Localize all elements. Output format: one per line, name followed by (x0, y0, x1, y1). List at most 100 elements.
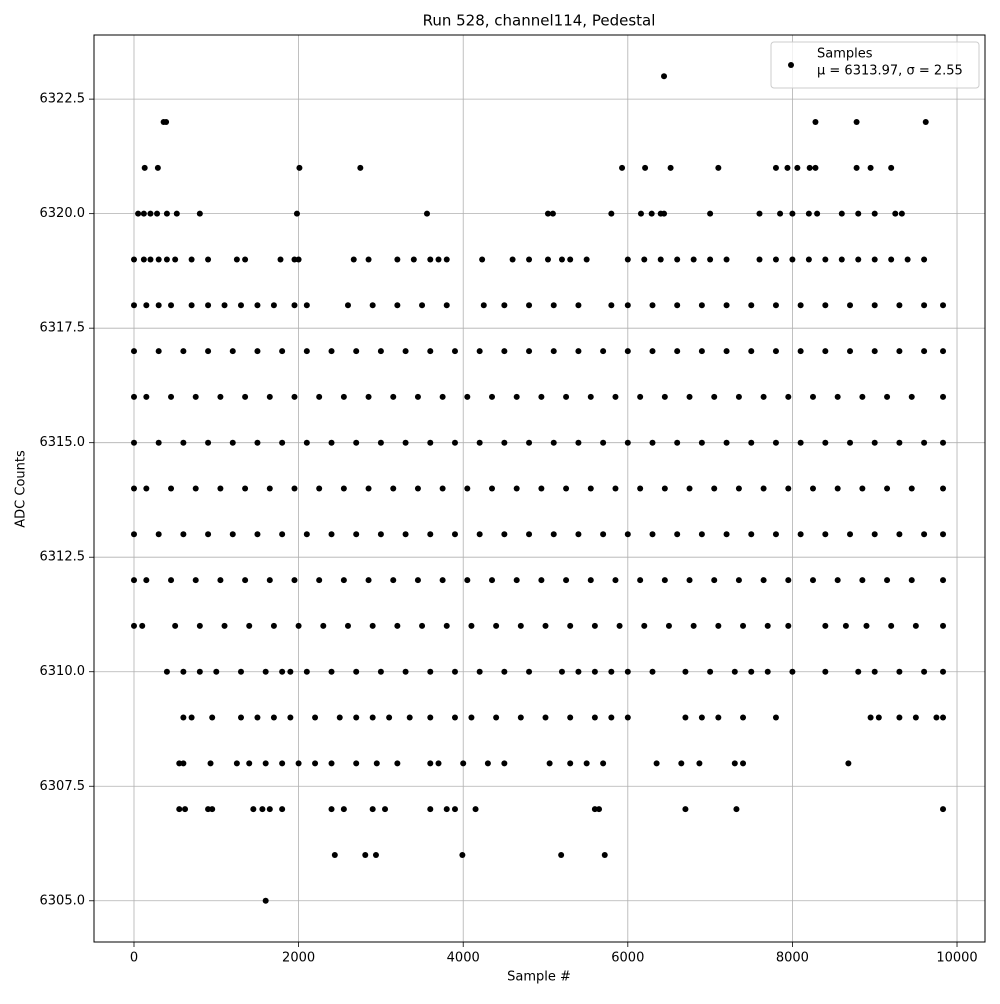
point (192, 577, 199, 584)
point (451, 806, 458, 813)
point (312, 760, 319, 767)
point (365, 485, 372, 492)
point (155, 302, 162, 309)
point (266, 393, 273, 400)
point (896, 302, 903, 309)
point (546, 760, 553, 767)
point (748, 348, 755, 355)
point (600, 348, 607, 355)
point (797, 348, 804, 355)
point (797, 531, 804, 538)
point (711, 577, 718, 584)
point (933, 714, 940, 721)
point (648, 210, 655, 217)
point (173, 210, 180, 217)
point (365, 393, 372, 400)
point (822, 439, 829, 446)
point (513, 577, 520, 584)
point (435, 760, 442, 767)
point (130, 393, 137, 400)
point (130, 485, 137, 492)
point (259, 806, 266, 813)
point (254, 302, 261, 309)
point (501, 439, 508, 446)
point (785, 622, 792, 629)
point (180, 439, 187, 446)
point (921, 531, 928, 538)
point (558, 256, 565, 263)
point (451, 439, 458, 446)
point (143, 393, 150, 400)
point (501, 531, 508, 538)
point (233, 760, 240, 767)
point (180, 668, 187, 675)
point (740, 622, 747, 629)
point (291, 393, 298, 400)
point (591, 622, 598, 629)
point (940, 531, 947, 538)
point (303, 348, 310, 355)
point (822, 348, 829, 355)
point (616, 622, 623, 629)
point (296, 164, 303, 171)
point (772, 256, 779, 263)
point (427, 256, 434, 263)
point (316, 393, 323, 400)
point (414, 393, 421, 400)
point (682, 806, 689, 813)
point (806, 164, 813, 171)
point (163, 210, 170, 217)
point (205, 348, 212, 355)
point (217, 485, 224, 492)
point (501, 668, 508, 675)
y-tick-label: 6320.0 (40, 206, 86, 221)
point (328, 439, 335, 446)
point (427, 668, 434, 675)
point (764, 668, 771, 675)
point (785, 485, 792, 492)
point (612, 485, 619, 492)
point (612, 393, 619, 400)
point (567, 256, 574, 263)
point (365, 577, 372, 584)
point (130, 577, 137, 584)
point (760, 393, 767, 400)
point (612, 577, 619, 584)
point (303, 302, 310, 309)
point (549, 210, 556, 217)
point (575, 302, 582, 309)
point (748, 668, 755, 675)
point (822, 256, 829, 263)
point (760, 577, 767, 584)
point (814, 210, 821, 217)
point (155, 348, 162, 355)
point (501, 302, 508, 309)
point (493, 714, 500, 721)
point (784, 164, 791, 171)
point (649, 348, 656, 355)
point (439, 577, 446, 584)
point (303, 668, 310, 675)
point (665, 622, 672, 629)
point (853, 164, 860, 171)
point (209, 806, 216, 813)
point (340, 806, 347, 813)
point (479, 256, 486, 263)
point (205, 531, 212, 538)
point (748, 302, 755, 309)
point (624, 439, 631, 446)
point (209, 714, 216, 721)
point (921, 348, 928, 355)
point (242, 577, 249, 584)
point (130, 439, 137, 446)
point (698, 302, 705, 309)
point (583, 256, 590, 263)
point (229, 439, 236, 446)
point (279, 760, 286, 767)
point (435, 256, 442, 263)
point (350, 256, 357, 263)
x-tick-label: 6000 (611, 951, 644, 966)
point (940, 302, 947, 309)
point (888, 256, 895, 263)
